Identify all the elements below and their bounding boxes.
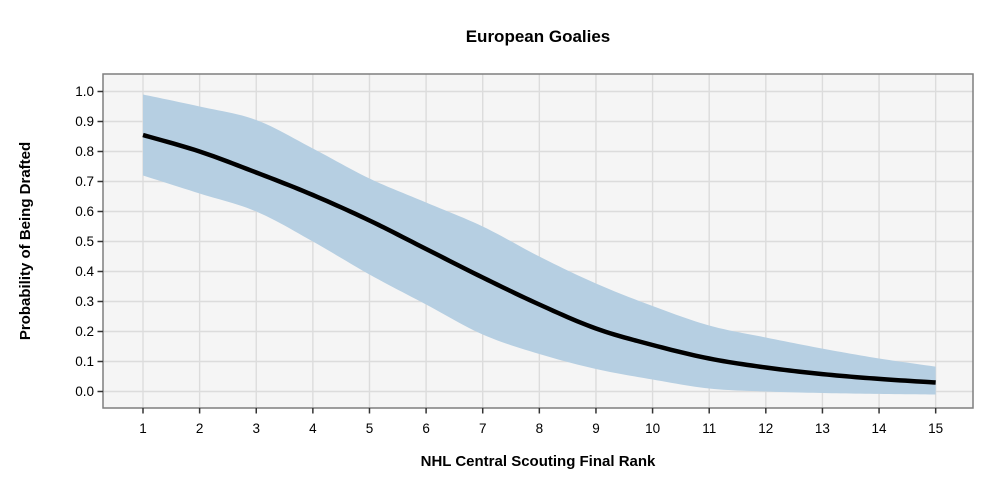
x-tick-label: 11 <box>702 421 716 436</box>
y-tick-label: 0.0 <box>75 384 94 399</box>
y-tick-label: 0.2 <box>75 324 94 339</box>
x-tick-label: 4 <box>309 421 317 436</box>
confidence-ribbon <box>143 94 936 395</box>
x-tick-label: 12 <box>758 421 773 436</box>
y-tick-label: 0.4 <box>75 264 94 279</box>
x-tick-label: 15 <box>928 421 943 436</box>
y-tick-label: 0.5 <box>75 234 94 249</box>
y-tick-label: 0.8 <box>75 144 94 159</box>
x-tick-label: 13 <box>815 421 830 436</box>
x-tick-label: 9 <box>592 421 600 436</box>
x-tick-label: 5 <box>366 421 374 436</box>
y-axis-title: Probability of Being Drafted <box>17 142 34 340</box>
x-axis-title: NHL Central Scouting Final Rank <box>421 453 656 470</box>
y-tick-label: 0.6 <box>75 204 94 219</box>
y-tick-label: 0.3 <box>75 294 94 309</box>
x-tick-label: 14 <box>872 421 888 436</box>
x-tick-label: 3 <box>252 421 260 436</box>
x-tick-label: 10 <box>645 421 660 436</box>
y-tick-label: 0.7 <box>75 174 94 189</box>
y-tick-label: 0.9 <box>75 114 94 129</box>
x-tick-label: 7 <box>479 421 487 436</box>
x-tick-label: 1 <box>139 421 147 436</box>
x-tick-label: 6 <box>422 421 430 436</box>
axis-layer: 0.00.10.20.30.40.50.60.70.80.91.01 2 3 4 5 6 7… <box>75 84 943 436</box>
chart-title: European Goalies <box>466 27 611 46</box>
y-tick-label: 0.1 <box>75 354 94 369</box>
x-tick-label: 8 <box>536 421 544 436</box>
data-layer <box>142 94 936 395</box>
trend-line <box>142 132 936 385</box>
y-tick-label: 1.0 <box>75 84 94 99</box>
x-tick-label: 2 <box>196 421 204 436</box>
